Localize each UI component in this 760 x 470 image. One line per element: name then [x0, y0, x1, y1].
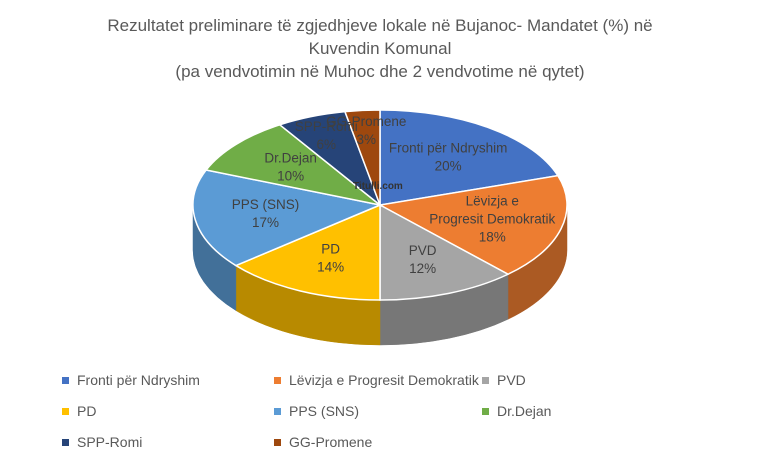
chart-title-line-3: (pa vendvotimin në Muhoc dhe 2 vendvotim… [175, 62, 585, 81]
chart-title-line-2: Kuvendin Komunal [308, 39, 452, 58]
legend-item-dr-dejan: Dr.Dejan [482, 403, 551, 419]
legend-label: Dr.Dejan [497, 403, 552, 419]
legend-label: PPS (SNS) [289, 403, 360, 419]
chart-title: Rezultatet preliminare të zgjedhjeve lok… [0, 14, 760, 83]
legend-swatch [274, 407, 281, 415]
legend-item-spp-romi: SPP-Romi [62, 434, 142, 450]
legend-item-pd: PD [62, 403, 96, 419]
legend-swatch [62, 376, 69, 384]
pie-label-l-vizja-e-progresit-demokratik: Lëvizja e Progresit Demokratik 18% [429, 194, 555, 245]
pie-label-pd: PD 14% [317, 241, 344, 274]
legend-swatch [274, 438, 281, 446]
legend-label: SPP-Romi [77, 434, 143, 450]
pie-slice-l-vizja-e-progresit-demokratik [377, 174, 568, 276]
pie-slice-fronti-p-r-ndryshim [379, 109, 560, 206]
pie-slice-dr-dejan [204, 123, 381, 206]
pie-label-pvd: PVD 12% [409, 243, 437, 276]
pie-slice-gg-promene [343, 109, 381, 206]
legend-swatch [274, 376, 281, 384]
legend-swatch [482, 407, 489, 415]
pie-slice-pps-sns- [192, 169, 383, 267]
legend-label: PVD [497, 372, 526, 388]
legend-swatch [482, 376, 489, 384]
legend-item-pps-sns-: PPS (SNS) [274, 403, 359, 419]
legend-label: Fronti për Ndryshim [77, 372, 200, 388]
pie-label-pps-sns-: PPS (SNS) 17% [232, 197, 300, 230]
pie-slice-pvd [379, 203, 510, 301]
legend-swatch [62, 407, 69, 415]
legend-item-fronti-p-r-ndryshim: Fronti për Ndryshim [62, 372, 200, 388]
pie-label-fronti-p-r-ndryshim: Fronti për Ndryshim 20% [389, 140, 508, 173]
pie-side-walls [192, 204, 568, 346]
chart-title-line-1: Rezultatet preliminare të zgjedhjeve lok… [107, 16, 653, 35]
legend-label: Lëvizja e Progresit Demokratik [289, 372, 479, 388]
watermark: Titulli.com [353, 181, 403, 192]
legend-label: PD [77, 403, 97, 419]
legend-label: GG-Promene [289, 434, 373, 450]
pie-slices [192, 109, 568, 301]
pie-data-labels: Fronti për Ndryshim 20% Lëvizja e Progresit… [232, 114, 556, 276]
pie-label-dr-dejan: Dr.Dejan 10% [264, 150, 317, 183]
pie-label-gg-promene: GG-Promene 3% [326, 114, 406, 147]
legend-item-l-vizja-e-progresit-demokratik: Lëvizja e Progresit Demokratik [274, 372, 479, 388]
pie-label-spp-romi: SPP-Romi 6% [295, 119, 358, 152]
legend-item-gg-promene: GG-Promene [274, 434, 372, 450]
legend-item-pvd: PVD [482, 372, 526, 388]
legend-swatch [62, 438, 69, 446]
pie-slice-pd [234, 203, 381, 301]
